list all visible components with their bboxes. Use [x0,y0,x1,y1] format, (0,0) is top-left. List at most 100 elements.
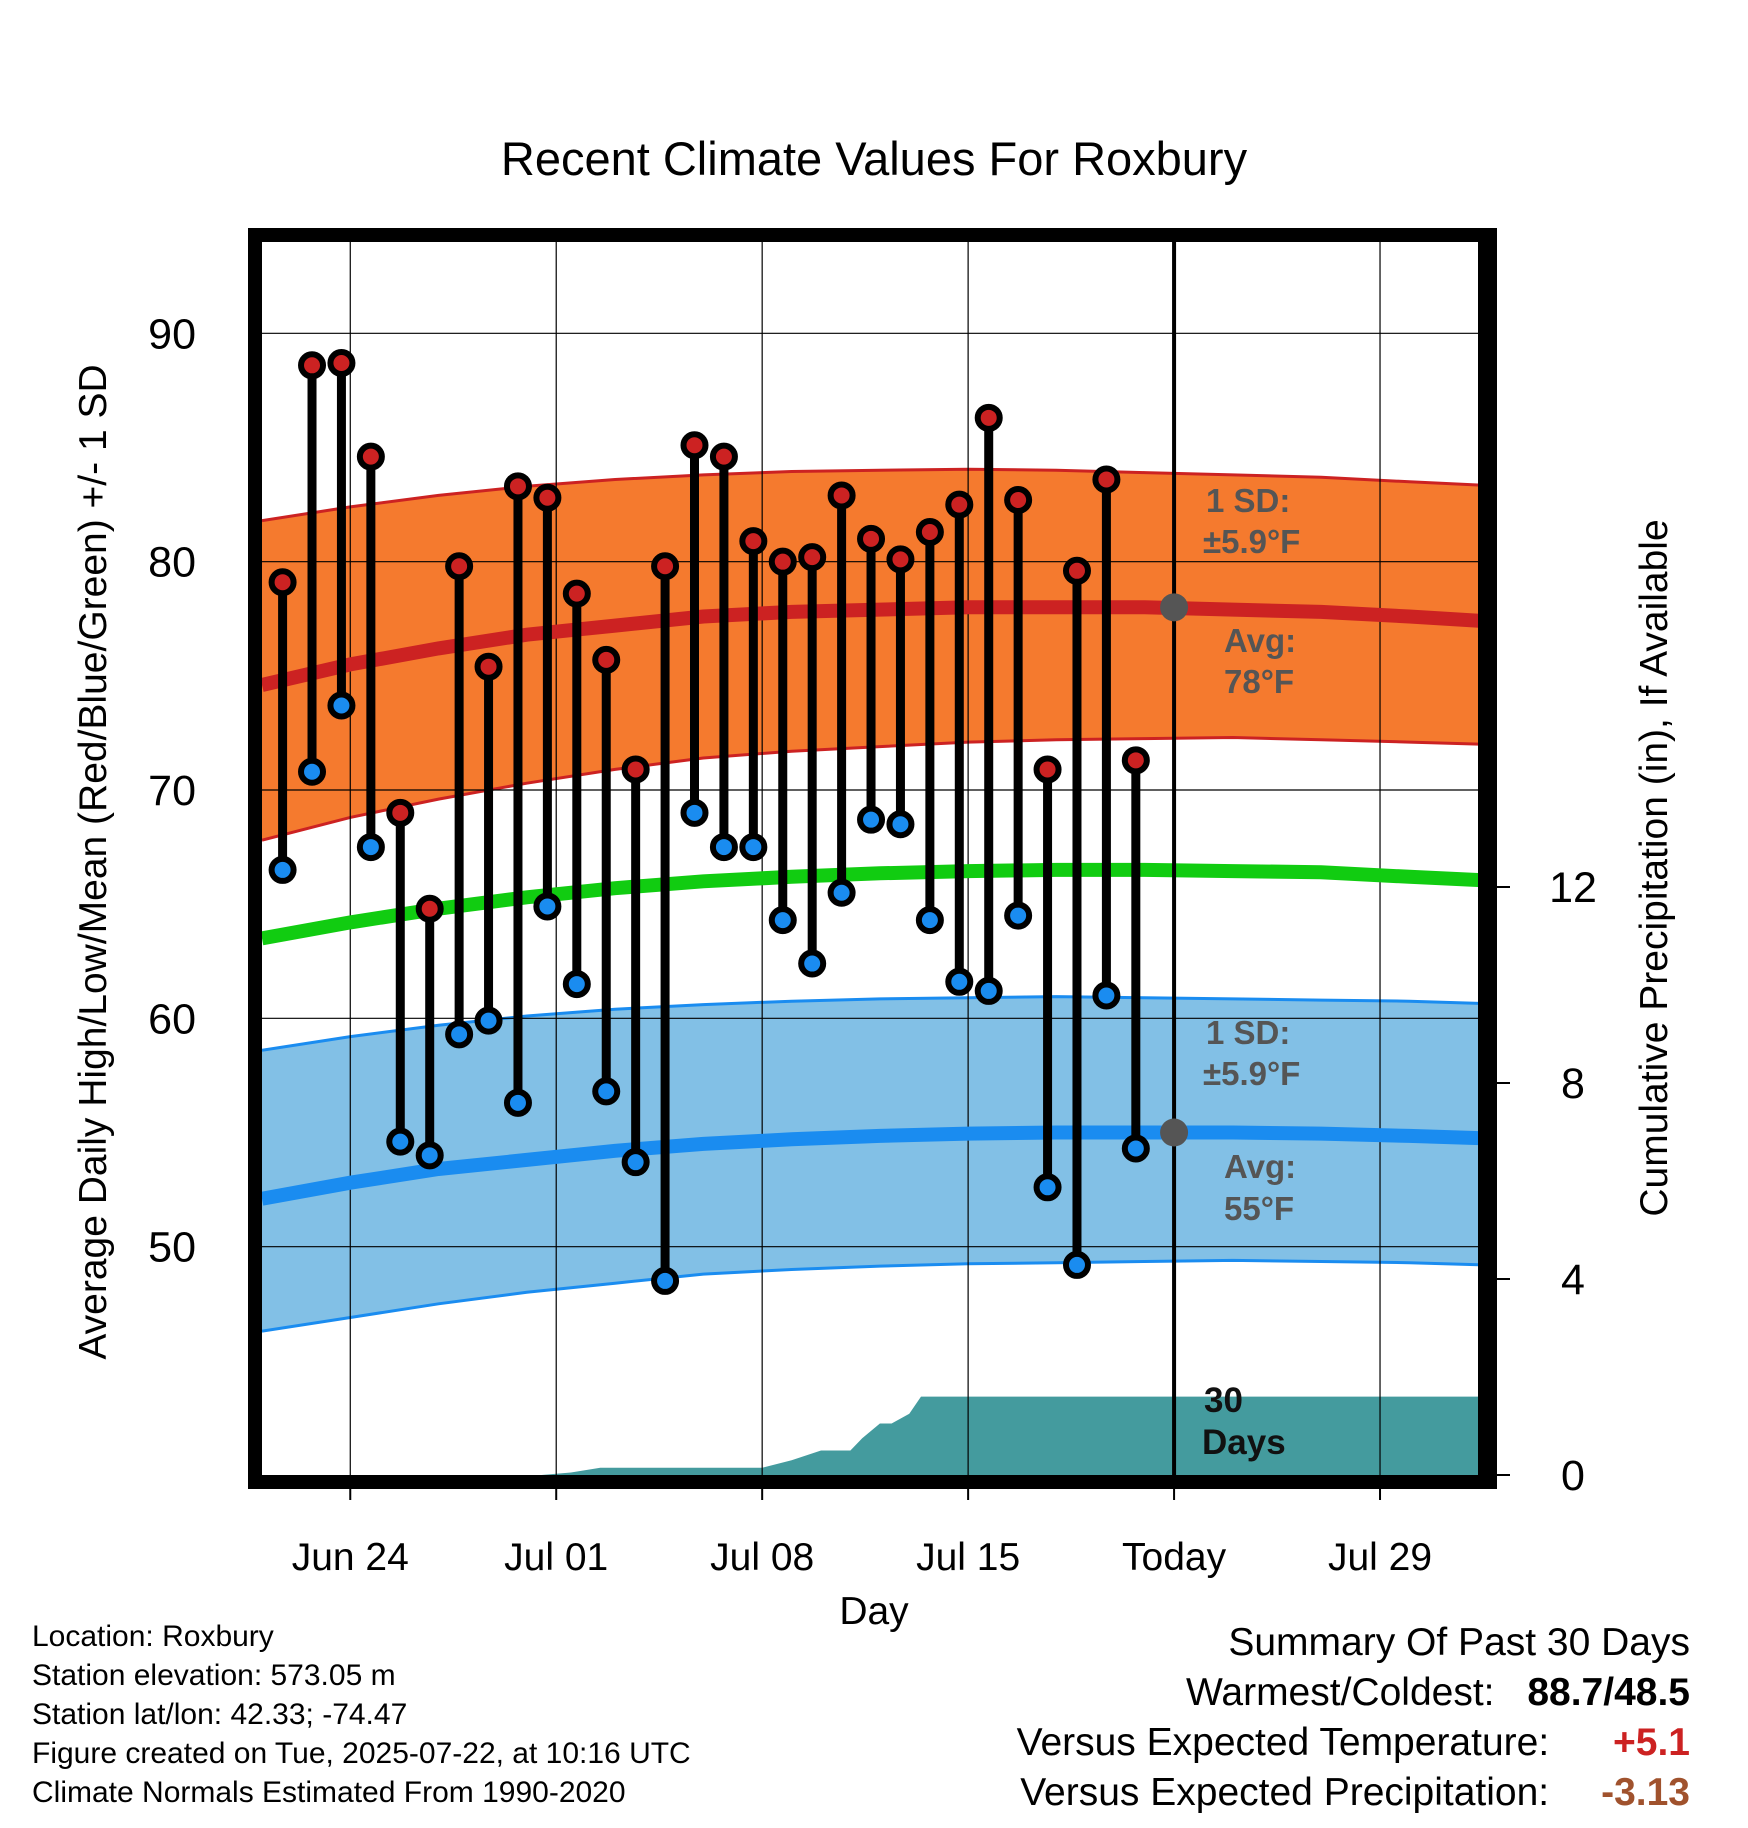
low-sd-band [262,996,1483,1332]
avg-low-line [262,1125,1483,1206]
observed-high-marker [974,403,1003,432]
today-low-normal-marker [1160,1118,1189,1147]
plot-interior [262,242,1483,1475]
warm-cold-label: Warmest/Coldest: [1186,1671,1495,1714]
observed-high-marker [886,545,915,574]
observed-low-marker [915,906,944,935]
observed-high-marker [327,349,356,378]
y2-tick-label: 12 [1549,864,1597,912]
observed-high-marker [768,547,797,576]
observed-high-marker [386,798,415,827]
temp-label: Versus Expected Temperature: [1016,1721,1550,1764]
observed-high-marker [915,517,944,546]
high-sd-label: 1 SD: [1206,482,1290,519]
chart-title: Recent Climate Values For Roxbury [501,132,1248,185]
observed-high-marker [827,481,856,510]
observed-high-marker [709,442,738,471]
observed-low-marker [857,805,886,834]
observed-low-marker [621,1148,650,1177]
observed-low-marker [1062,1250,1091,1279]
avg-mean-line [262,862,1483,946]
y2-tick-label: 4 [1561,1256,1585,1304]
observed-low-marker [1033,1173,1062,1202]
y-tick-label: 90 [148,310,196,358]
observed-high-marker [739,527,768,556]
x-tick-label: Jul 29 [1328,1536,1432,1579]
observed-high-marker [356,442,385,471]
x-tick-label: Jul 01 [504,1536,608,1579]
observed-low-marker [651,1266,680,1295]
y-tick-label: 50 [148,1224,196,1272]
observed-low-marker [474,1006,503,1035]
observed-high-marker [857,524,886,553]
y-tick-label: 60 [148,995,196,1043]
observed-low-marker [827,878,856,907]
high-avg-value: 78°F [1224,663,1294,700]
x-tick-label: Today [1122,1536,1227,1579]
high-sd-lower-edge [262,735,1483,842]
summary-temp: Versus Expected Temperature: +5.1 [1017,1718,1690,1768]
observed-high-marker [1033,755,1062,784]
observed-low-marker [327,691,356,720]
y2-tick-label: 8 [1561,1060,1585,1108]
low-avg-label: Avg: [1224,1148,1296,1185]
observed-low-marker [298,757,327,786]
low-sd-upper-edge [262,995,1483,1052]
observed-low-marker [503,1088,532,1117]
summary-title: Summary Of Past 30 Days [1228,1621,1690,1664]
observed-high-marker [651,552,680,581]
high-sd-upper-edge [262,467,1483,523]
y-tick-label: 80 [148,539,196,587]
warm-cold-value: 88.7/48.5 [1527,1671,1690,1714]
observed-low-marker [445,1020,474,1049]
today-high-normal-marker [1160,593,1189,622]
low-avg-value: 55°F [1224,1190,1294,1227]
observed-high-marker [1092,465,1121,494]
observed-low-marker [533,892,562,921]
observed-high-marker [680,431,709,460]
avg-high-line [262,600,1483,692]
observed-low-marker [798,949,827,978]
observed-low-marker [739,833,768,862]
observed-high-marker [1062,556,1091,585]
precip-area [262,1396,1483,1475]
observed-low-marker [386,1127,415,1156]
observed-high-marker [621,755,650,784]
station-info: Location: Roxbury Station elevation: 573… [32,1617,691,1812]
observed-low-marker [768,906,797,935]
x-tick-label: Jul 15 [916,1536,1020,1579]
x-axis-label: Day [839,1590,909,1633]
low-sd-value: ±5.9°F [1203,1055,1300,1092]
observed-high-marker [298,351,327,380]
observed-low-marker [1121,1134,1150,1163]
observed-high-marker [415,894,444,923]
observed-high-marker [945,490,974,519]
observed-low-marker [886,810,915,839]
observed-low-marker [945,967,974,996]
observed-low-marker [1092,981,1121,1010]
observed-low-marker [974,976,1003,1005]
observed-low-marker [709,833,738,862]
observed-low-marker [415,1141,444,1170]
observed-low-marker [356,833,385,862]
high-sd-value: ±5.9°F [1203,523,1300,560]
days-word-label: Days [1202,1423,1286,1462]
observed-high-marker [1121,746,1150,775]
low-sd-lower-edge [262,1258,1483,1333]
observed-high-marker [268,568,297,597]
y2-tick-label: 0 [1561,1452,1585,1500]
precip-value: -3.13 [1601,1771,1690,1814]
observed-high-marker [562,579,591,608]
y-tick-label: 70 [148,767,196,815]
days-count-label: 30 [1204,1381,1243,1420]
y-axis-label: Average Daily High/Low/Mean (Red/Blue/Gr… [72,364,115,1359]
info-created: Figure created on Tue, 2025-07-22, at 10… [32,1737,691,1770]
observed-low-marker [268,855,297,884]
observed-high-marker [445,552,474,581]
observed-low-marker [592,1077,621,1106]
observed-low-marker [680,798,709,827]
plot-area: 1 SD: ±5.9°F Avg: 78°F 1 SD: ±5.9°F Avg: 55°F 30… [148,228,1597,1579]
info-location: Location: Roxbury [32,1620,274,1653]
low-sd-label: 1 SD: [1206,1014,1290,1051]
